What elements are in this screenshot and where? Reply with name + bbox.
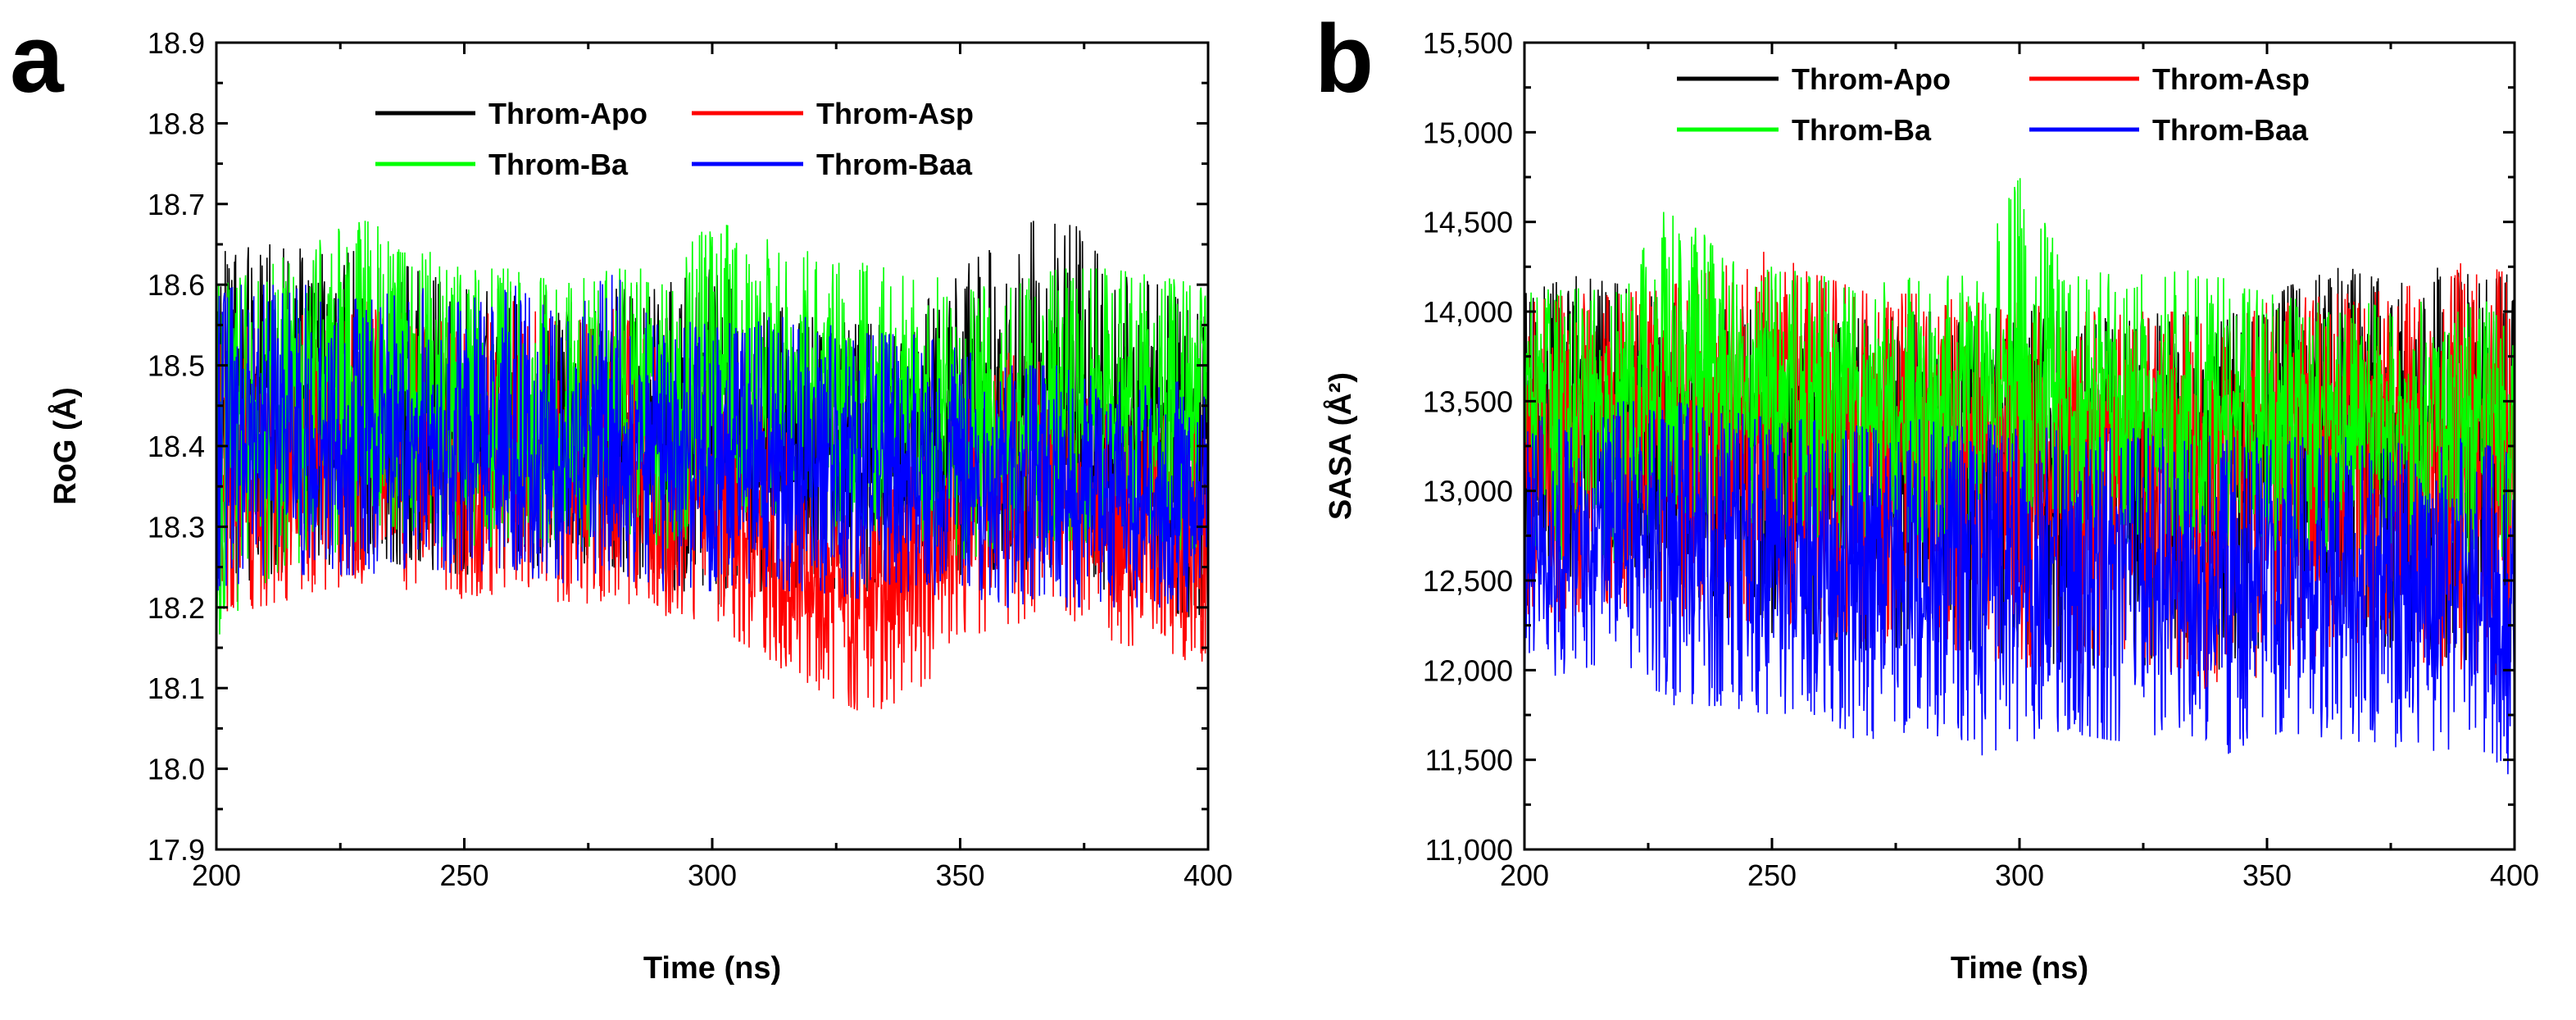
plot-data xyxy=(1524,178,2515,775)
y-tick-label: 18.3 xyxy=(148,510,205,544)
series-line-throm-baa xyxy=(216,275,1208,612)
panel-letter: b xyxy=(1315,5,1374,113)
y-tick-label: 14,500 xyxy=(1423,206,1513,239)
y-tick-label: 14,000 xyxy=(1423,295,1513,329)
x-axis-title: Time (ns) xyxy=(1951,951,2088,986)
x-tick-label: 400 xyxy=(2490,858,2539,892)
y-tick-label: 18.4 xyxy=(148,430,205,463)
plot-data xyxy=(216,221,1208,711)
legend-label: Throm-Apo xyxy=(1792,62,1951,96)
chart-panel-b: 200 250 300 350 400 11,000 11,500 12,000 12,500 1… xyxy=(1315,5,2539,986)
x-tick-label: 250 xyxy=(1747,858,1797,892)
y-tick-label: 15,500 xyxy=(1423,26,1513,60)
legend-label: Throm-Baa xyxy=(2152,113,2309,147)
y-tick-label: 12,000 xyxy=(1423,653,1513,687)
series-line-throm-baa xyxy=(1524,401,2515,775)
y-tick-label: 15,000 xyxy=(1423,116,1513,149)
y-tick-label: 11,500 xyxy=(1425,744,1513,777)
legend-label: Throm-Ba xyxy=(488,148,629,181)
x-tick-label: 400 xyxy=(1184,858,1233,892)
x-tick-label: 250 xyxy=(439,858,488,892)
y-axis-title: SASA (Å²) xyxy=(1322,372,1358,520)
x-tick-label: 300 xyxy=(688,858,737,892)
x-tick-label: 200 xyxy=(192,858,241,892)
y-axis-title: RoG (Å) xyxy=(47,387,83,505)
panel-letter: a xyxy=(10,5,65,113)
legend-label: Throm-Ba xyxy=(1792,113,1932,147)
x-tick-label: 200 xyxy=(1500,858,1549,892)
legend-label: Throm-Baa xyxy=(816,148,973,181)
y-tick-label: 18.0 xyxy=(148,753,205,786)
y-tick-label: 18.5 xyxy=(148,349,205,383)
x-tick-label: 350 xyxy=(2242,858,2292,892)
y-tick-label: 18.7 xyxy=(148,188,205,221)
series-line-throm-ba xyxy=(1524,178,2515,572)
y-tick-label: 17.9 xyxy=(148,833,205,867)
x-tick-label: 300 xyxy=(1995,858,2044,892)
x-axis-title: Time (ns) xyxy=(643,951,781,986)
y-tick-label: 18.9 xyxy=(148,26,205,60)
y-tick-label: 18.1 xyxy=(148,672,205,705)
y-tick-label: 18.6 xyxy=(148,268,205,302)
y-tick-label: 18.2 xyxy=(148,591,205,625)
y-tick-label: 18.8 xyxy=(148,107,205,140)
y-tick-label: 13,500 xyxy=(1423,385,1513,418)
legend-label: Throm-Apo xyxy=(488,97,647,130)
y-tick-label: 13,000 xyxy=(1423,475,1513,508)
legend-label: Throm-Asp xyxy=(816,97,974,130)
y-tick-label: 12,500 xyxy=(1423,564,1513,598)
legend-label: Throm-Asp xyxy=(2152,62,2310,96)
x-tick-label: 350 xyxy=(935,858,984,892)
y-tick-label: 11,000 xyxy=(1425,833,1513,867)
series-line-throm-asp xyxy=(1524,252,2515,699)
chart-panel-a: 200 250 300 350 400 17.9 18.0 18.1 18.2 18.3 18.4 1… xyxy=(10,5,1233,986)
